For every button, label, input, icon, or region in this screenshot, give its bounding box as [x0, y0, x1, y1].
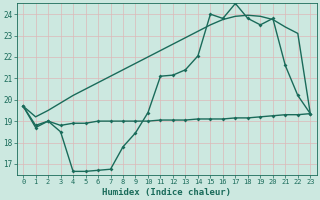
- X-axis label: Humidex (Indice chaleur): Humidex (Indice chaleur): [102, 188, 231, 197]
